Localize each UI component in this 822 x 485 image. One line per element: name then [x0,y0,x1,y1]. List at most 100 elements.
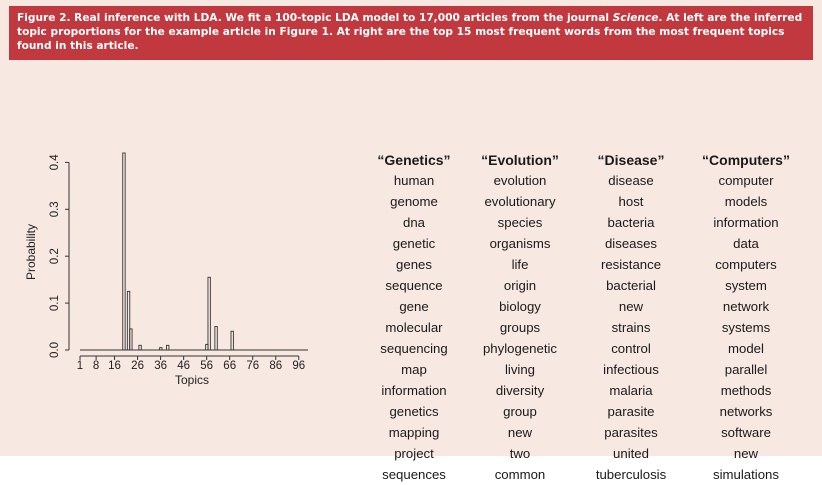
topic-word: sequences [382,467,446,482]
topic-word-list: disease host bacteria diseases resistance bac… [575,170,687,485]
topic-word: groups [499,320,541,335]
bar [166,344,170,351]
topic-word: simulations [713,467,779,482]
x-tick-label: 26 [131,360,144,372]
x-tick-label: 56 [200,360,213,372]
topic-word: network [722,299,770,314]
topic-column-computers: “Computers” computer models information dat… [690,150,802,485]
topic-word: map [401,362,427,377]
topic-word-list: human genome dna genetic genes sequence gene mo… [358,170,470,485]
topic-word: strains [611,320,651,335]
bar [122,152,126,351]
x-tick-label: 1 [77,360,83,372]
topic-word: united [613,446,649,461]
topic-word: resistance [600,257,662,272]
topic-word: tuberculosis [595,467,667,482]
y-tick-label: 0.2 [49,248,61,264]
bar [207,276,211,351]
x-tick-label: 96 [292,360,305,372]
topic-word: human [393,173,435,188]
topic-word: systems [721,320,771,335]
bar [138,344,142,351]
topic-word: information [713,215,779,230]
topic-title: “Computers” [702,152,790,168]
topic-word: molecular [385,320,443,335]
topic-word: parasite [607,404,655,419]
topic-word: networks [719,404,773,419]
topic-word: biology [499,299,541,314]
topic-word: species [497,215,543,230]
topic-title: “Evolution” [481,152,559,168]
topic-word: computers [715,257,777,272]
topic-word: gene [399,299,429,314]
topic-word: new [507,425,533,440]
topic-word: common [494,467,546,482]
topic-word: phylogenetic [482,341,558,356]
y-axis-label: Probability [24,224,38,280]
topic-title: “Genetics” [377,152,451,168]
x-tick-label: 16 [108,360,121,372]
figure-panel: 1 8 16 26 36 46 56 66 76 86 96 Topics 0.0 0.1 0.2 0.3 0.… [9,60,813,482]
topic-column-evolution: “Evolution” evolution evolutionary species… [464,150,576,485]
bar [126,290,131,351]
topic-word: software [721,425,771,440]
bar [159,347,163,351]
y-tick-label: 0.0 [49,342,61,358]
topic-word: infectious [603,362,659,377]
topic-word: genome [390,194,438,209]
topic-word: models [724,194,768,209]
topic-column-disease: “Disease” disease host bacteria diseases res… [575,150,687,485]
topic-word: model [728,341,764,356]
topic-word: origin [503,278,537,293]
y-tick-label: 0.3 [49,201,61,217]
topic-word: two [509,446,531,461]
topic-word: new [733,446,759,461]
topic-word: living [504,362,536,377]
topic-word: methods [720,383,772,398]
topic-word: sequence [385,278,443,293]
topic-word: host [618,194,644,209]
topic-word: data [733,236,759,251]
topic-word: parasites [604,425,658,440]
bar [230,330,234,351]
topic-proportion-chart: 1 8 16 26 36 46 56 66 76 86 96 Topics 0.0 0.1 0.2 0.3 0.… [24,152,308,387]
topic-word-list: evolution evolutionary species organisms lif… [464,170,576,485]
y-tick-label: 0.4 [49,154,61,171]
topic-word: genetic [392,236,436,251]
topic-word: control [611,341,651,356]
topic-word-list: computer models information data computers sy… [690,170,802,485]
bar [214,326,218,351]
x-axis-label: Topics [175,373,209,387]
topic-word: evolution [493,173,547,188]
caption-text: Figure 2. Real inference with LDA. We fi… [17,12,613,24]
topic-word: sequencing [380,341,448,356]
topic-word: organisms [489,236,551,251]
x-tick-label: 36 [154,360,167,372]
x-tick-label: 46 [177,360,190,372]
figure-caption: Figure 2. Real inference with LDA. We fi… [9,6,813,60]
x-tick-label: 76 [246,360,259,372]
x-tick-label: 86 [269,360,282,372]
topic-word: mapping [388,425,440,440]
topic-word: group [503,404,537,419]
topic-word: life [511,257,529,272]
topic-word: evolutionary [484,194,556,209]
topic-word: information [381,383,447,398]
topic-column-genetics: “Genetics” human genome dna genetic genes seq… [358,150,470,485]
caption-text-end: . At left are the inferred topic proport… [17,12,803,52]
topic-word: malaria [609,383,653,398]
topic-word: computer [718,173,774,188]
topic-word: genes [396,257,432,272]
bar [129,328,133,351]
topic-word: dna [402,215,425,230]
topic-word: parallel [724,362,768,377]
x-tick-label: 8 [93,360,99,372]
caption-journal: Science [612,12,659,24]
x-tick-label: 66 [223,360,236,372]
topic-word: new [618,299,644,314]
topic-word: system [725,278,767,293]
topic-word: disease [608,173,654,188]
topic-word: bacteria [607,215,655,230]
topic-title: “Disease” [597,152,665,168]
